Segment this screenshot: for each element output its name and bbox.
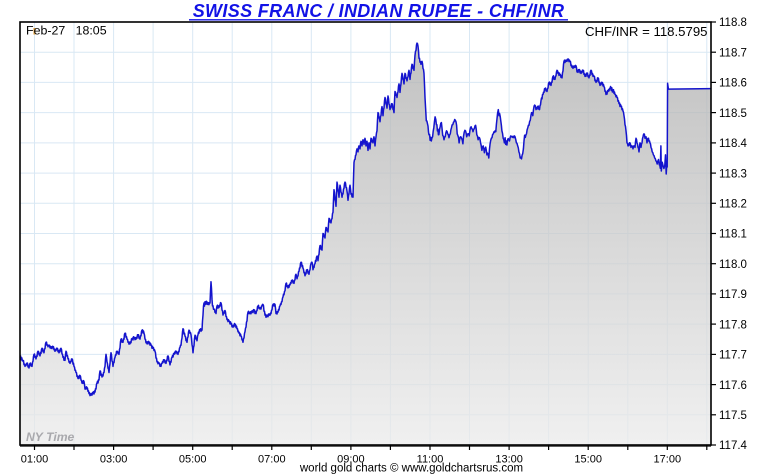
svg-text:17:00: 17:00 xyxy=(654,454,682,466)
svg-text:117.4: 117.4 xyxy=(719,440,748,452)
svg-text:117.9: 117.9 xyxy=(719,289,747,301)
svg-text:03:00: 03:00 xyxy=(100,454,128,466)
svg-text:118.8: 118.8 xyxy=(719,17,747,29)
svg-text:118.7: 118.7 xyxy=(719,47,747,59)
svg-text:NY Time: NY Time xyxy=(26,430,75,444)
svg-text:05:00: 05:00 xyxy=(179,454,207,466)
svg-text:118.1: 118.1 xyxy=(719,229,747,241)
svg-text:15:00: 15:00 xyxy=(574,454,602,466)
svg-text:117.7: 117.7 xyxy=(719,350,747,362)
svg-text:CHF/INR = 118.5795: CHF/INR = 118.5795 xyxy=(585,24,708,39)
svg-text:117.5: 117.5 xyxy=(719,410,747,422)
svg-text:118.3: 118.3 xyxy=(719,168,747,180)
svg-text:13:00: 13:00 xyxy=(495,454,523,466)
svg-text:07:00: 07:00 xyxy=(258,454,286,466)
svg-text:Feb-27 18:05: Feb-27 18:05 xyxy=(26,24,107,38)
svg-text:117.6: 117.6 xyxy=(719,380,747,392)
svg-text:01:00: 01:00 xyxy=(21,454,49,466)
svg-text:118.2: 118.2 xyxy=(719,199,747,211)
svg-text:117.8: 117.8 xyxy=(719,319,747,331)
svg-text:118.0: 118.0 xyxy=(719,259,747,271)
svg-text:11:00: 11:00 xyxy=(417,454,444,466)
svg-text:09:00: 09:00 xyxy=(337,454,365,466)
svg-text:118.4: 118.4 xyxy=(719,138,748,150)
svg-text:SWISS FRANC / INDIAN RUPEE - C: SWISS FRANC / INDIAN RUPEE - CHF/INR xyxy=(193,1,565,21)
svg-text:118.5: 118.5 xyxy=(719,108,747,120)
svg-text:world gold charts © www.goldch: world gold charts © www.goldchartsrus.co… xyxy=(299,463,523,475)
svg-text:118.6: 118.6 xyxy=(719,78,747,90)
